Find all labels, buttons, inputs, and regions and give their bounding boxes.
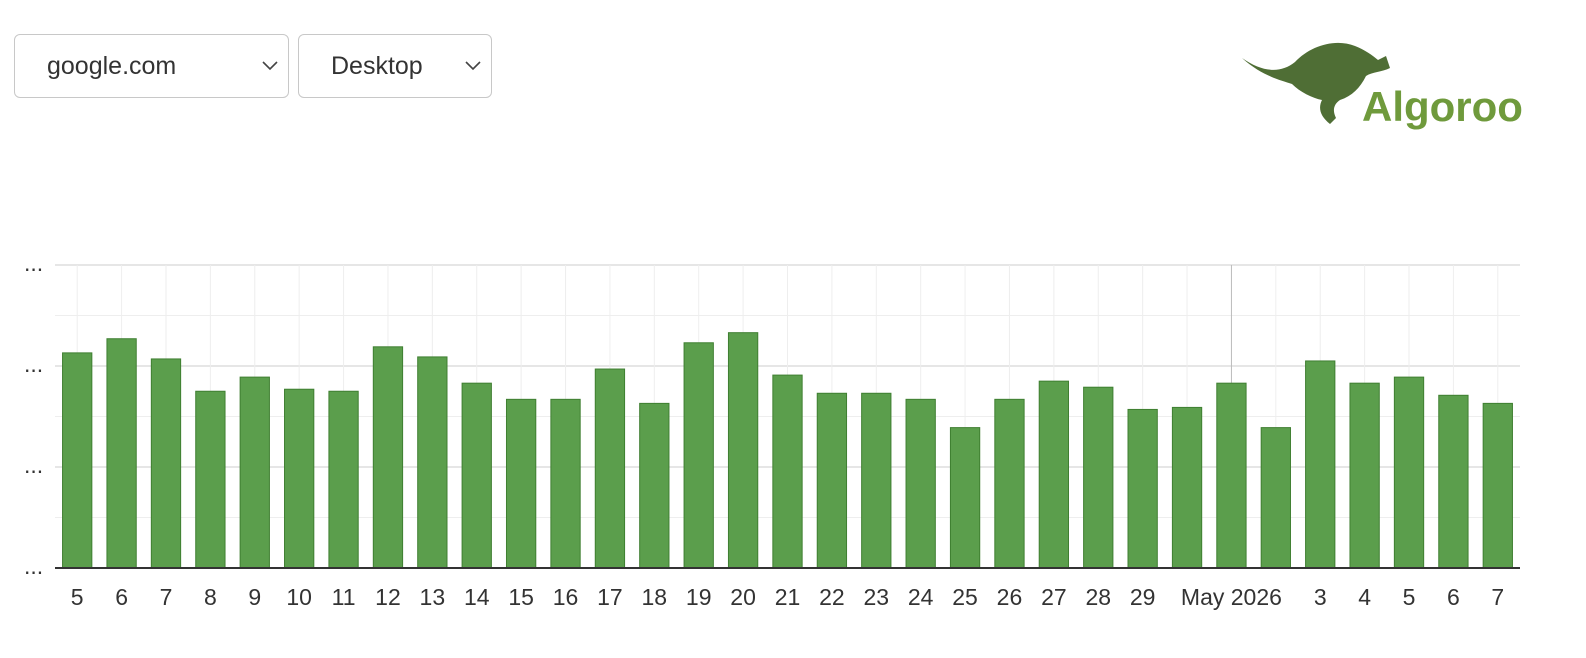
y-tick-label: ...: [24, 351, 43, 377]
bar: [106, 338, 137, 569]
kangaroo-icon: [1242, 42, 1390, 125]
chevron: [262, 61, 278, 71]
x-tick-label: 10: [286, 584, 312, 610]
x-tick-label: 20: [730, 584, 756, 610]
x-tick-label: 6: [1447, 584, 1460, 610]
x-tick-label: 11: [332, 584, 356, 610]
bar: [1038, 380, 1070, 569]
x-tick-label: 21: [775, 584, 801, 610]
bar: [1349, 382, 1380, 569]
device-select-value: Desktop: [331, 51, 423, 80]
x-tick-label: 18: [642, 584, 668, 610]
bar: [284, 388, 315, 569]
bar: [461, 382, 492, 569]
bar: [639, 402, 670, 569]
bar: [1127, 408, 1158, 569]
x-tick-label: 14: [464, 584, 490, 610]
x-tick-label: 19: [686, 584, 712, 610]
bar: [594, 368, 626, 569]
x-tick-label: 5: [71, 584, 84, 610]
bar: [994, 398, 1025, 569]
bar: [239, 376, 270, 569]
x-tick-label: 23: [863, 584, 889, 610]
x-tick-label: 17: [597, 584, 623, 610]
logo: Algoroo: [1242, 42, 1523, 130]
bar: [372, 346, 404, 569]
bar: [505, 398, 537, 569]
y-tick-label: ...: [24, 452, 43, 478]
bar: [816, 392, 848, 569]
bar: [62, 352, 93, 569]
x-tick-label: 24: [908, 584, 934, 610]
bar: [1171, 406, 1203, 569]
bar: [861, 392, 892, 569]
bar: [1216, 382, 1247, 569]
x-tick-label: 4: [1358, 584, 1371, 610]
bar: [1482, 402, 1513, 569]
x-tick-label: 5: [1403, 584, 1416, 610]
x-tick-label: 22: [819, 584, 845, 610]
bar: [727, 332, 759, 569]
x-tick-label: 16: [553, 584, 579, 610]
x-tick-label: May 2026: [1181, 584, 1282, 610]
y-tick-label: ...: [24, 553, 43, 579]
site-select-value: google.com: [47, 51, 177, 80]
bar: [1305, 360, 1336, 569]
x-tick-label: 9: [248, 584, 261, 610]
site-select[interactable]: google.com: [14, 34, 289, 98]
device-select[interactable]: Desktop: [298, 34, 492, 98]
bar: [772, 374, 803, 569]
x-tick-label: 6: [115, 584, 128, 610]
bar: [417, 356, 448, 569]
x-tick-label: 7: [160, 584, 173, 610]
y-tick-label: ...: [24, 250, 43, 276]
x-tick-label: 12: [375, 584, 401, 610]
bar: [550, 398, 581, 569]
bar: [949, 427, 981, 569]
x-tick-label: 3: [1314, 584, 1327, 610]
x-tick-label: 7: [1491, 584, 1504, 610]
chevron: [465, 61, 481, 71]
bar: [1438, 394, 1469, 569]
x-tick-label: 29: [1130, 584, 1156, 610]
bar: [683, 342, 714, 569]
x-tick-label: 25: [952, 584, 978, 610]
bar: [150, 358, 182, 569]
x-tick-label: 28: [1085, 584, 1111, 610]
bar: [1260, 427, 1291, 569]
bar: [905, 398, 936, 569]
x-tick-label: 13: [420, 584, 446, 610]
bar: [195, 390, 226, 569]
x-tick-label: 8: [204, 584, 217, 610]
x-tick-label: 27: [1041, 584, 1067, 610]
bar: [1393, 376, 1425, 569]
logo-text: Algoroo: [1362, 83, 1523, 130]
x-tick-label: 15: [508, 584, 534, 610]
bar: [328, 390, 359, 569]
bar: [1083, 386, 1114, 569]
x-tick-label: 26: [997, 584, 1023, 610]
